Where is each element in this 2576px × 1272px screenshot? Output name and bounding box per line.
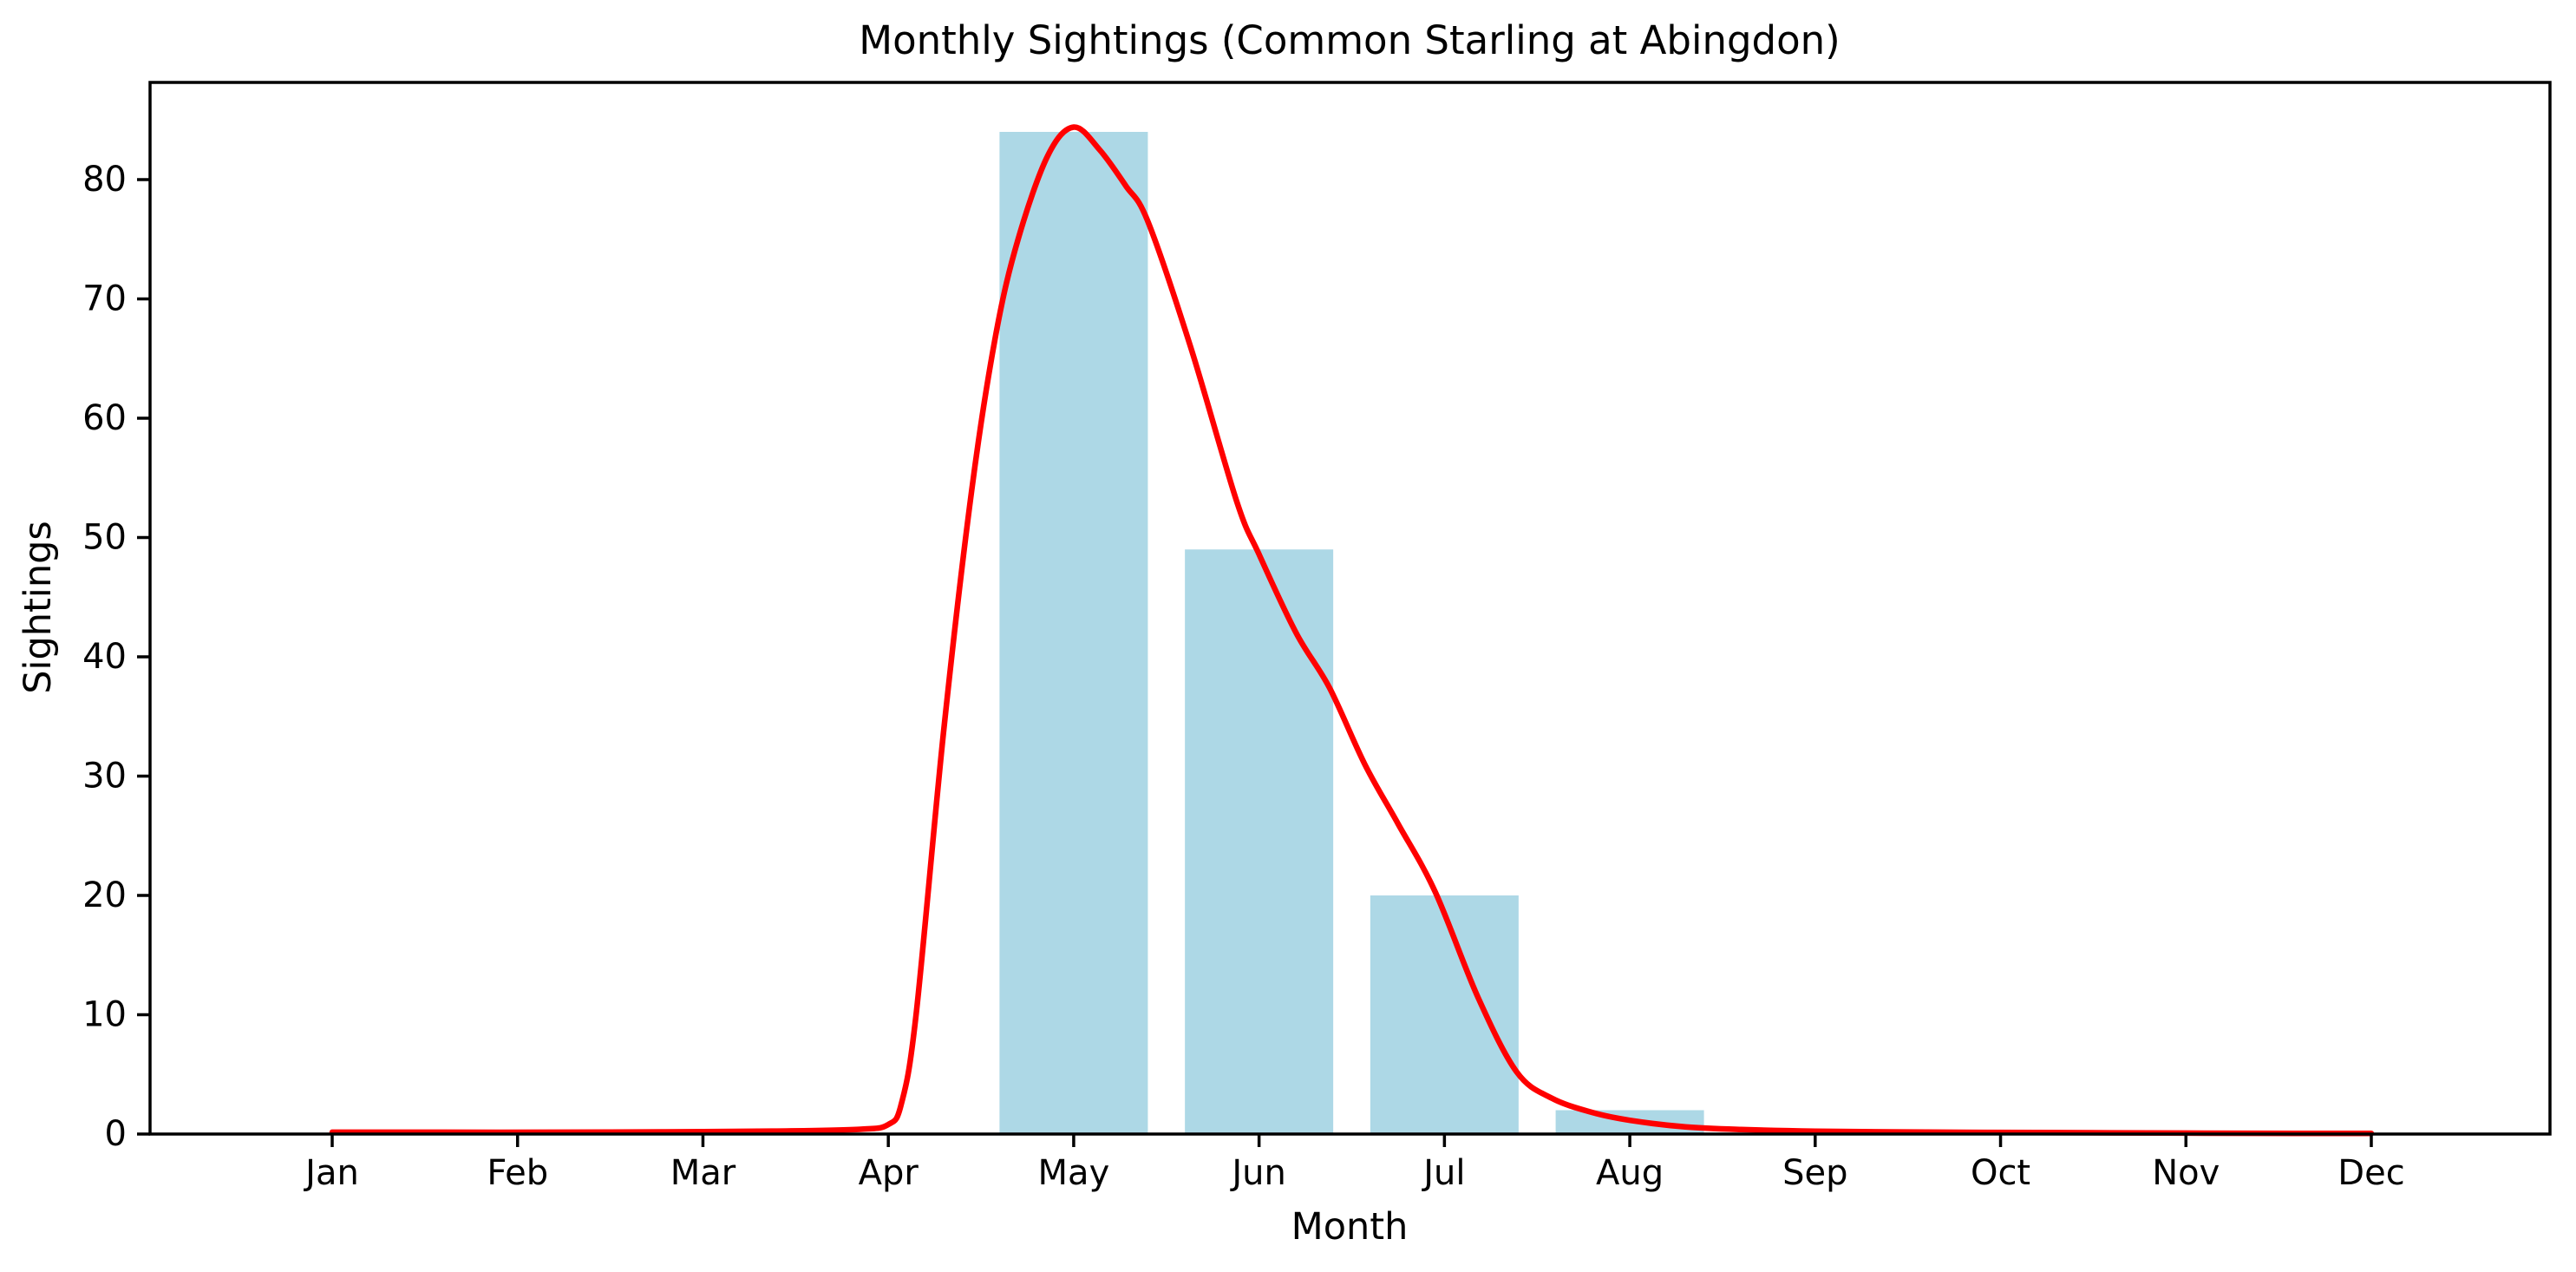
x-tick-label-feb: Feb (487, 1153, 548, 1193)
x-tick-label-oct: Oct (1971, 1153, 2030, 1193)
y-tick-label-10: 10 (82, 995, 127, 1035)
x-tick-label-apr: Apr (859, 1153, 919, 1193)
x-tick-label-may: May (1038, 1153, 1110, 1193)
y-tick-label-0: 0 (105, 1114, 127, 1154)
smoothed-trend-curve (329, 124, 2375, 1137)
y-tick-label-20: 20 (82, 875, 127, 915)
y-axis-label: Sightings (16, 521, 60, 694)
y-tick-label-80: 80 (82, 160, 127, 200)
bar-jul (1370, 895, 1519, 1134)
bars-layer (999, 132, 1704, 1134)
x-tick-label-jul: Jul (1421, 1153, 1465, 1193)
x-tick-label-sep: Sep (1782, 1153, 1847, 1193)
bar-jun (1185, 549, 1334, 1134)
plot-frame (148, 81, 2552, 1136)
y-tick-label-50: 50 (82, 518, 127, 558)
axes-layer (137, 81, 2552, 1147)
y-tick-label-40: 40 (82, 637, 127, 677)
x-tick-label-mar: Mar (670, 1153, 736, 1193)
tick-labels-layer: Jan Feb Mar Apr May Jun Jul Aug Sep Oct Nov Dec 0 10 2… (82, 160, 2405, 1193)
x-axis-label: Month (1291, 1205, 1409, 1249)
x-tick-label-aug: Aug (1596, 1153, 1664, 1193)
y-tick-label-30: 30 (82, 757, 127, 797)
y-tick-label-70: 70 (82, 279, 127, 319)
x-tick-label-dec: Dec (2337, 1153, 2404, 1193)
x-tick-label-jun: Jun (1229, 1153, 1286, 1193)
x-tick-label-jan: Jan (303, 1153, 359, 1193)
y-tick-label-60: 60 (82, 398, 127, 438)
x-tick-label-nov: Nov (2152, 1153, 2220, 1193)
chart-title: Monthly Sightings (Common Starling at Ab… (859, 17, 1840, 63)
curve-layer (329, 124, 2375, 1137)
bar-may (999, 132, 1148, 1134)
